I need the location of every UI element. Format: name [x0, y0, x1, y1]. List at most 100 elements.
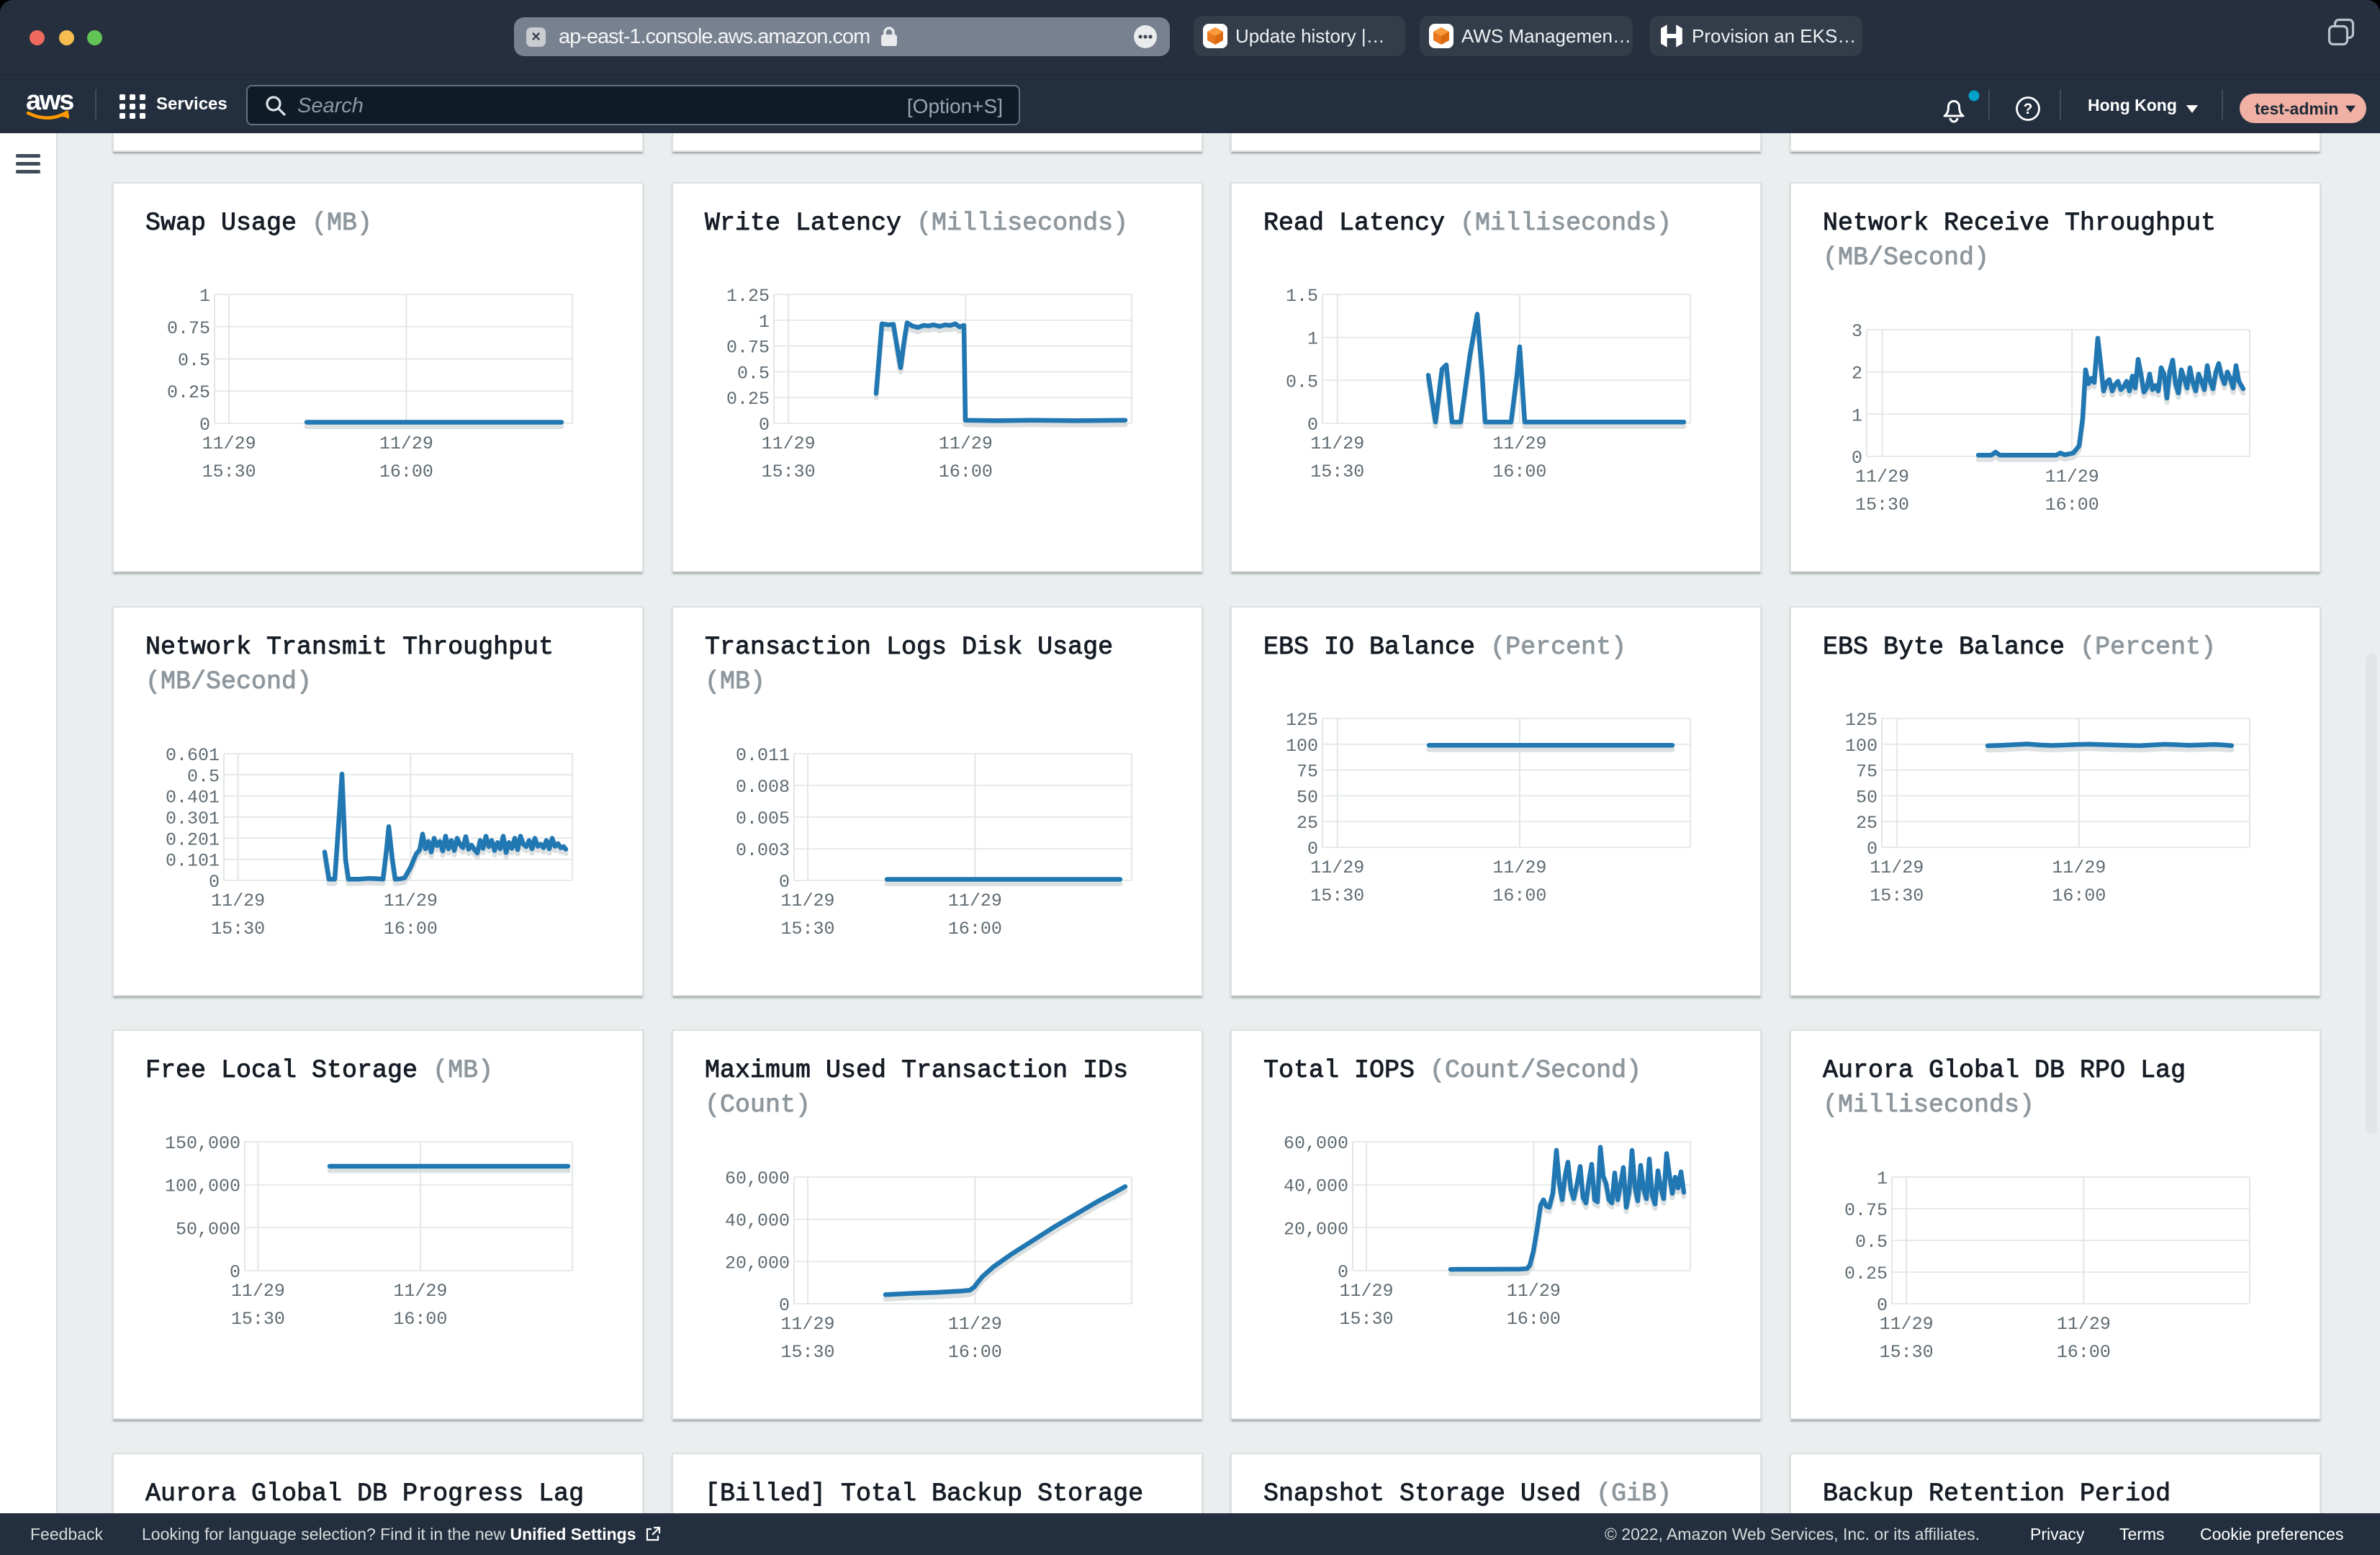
svg-text:0.75: 0.75: [1844, 1200, 1888, 1221]
svg-text:11/29: 11/29: [1492, 857, 1546, 878]
svg-text:0.5: 0.5: [1855, 1232, 1888, 1253]
svg-text:60,000: 60,000: [725, 1168, 790, 1189]
svg-text:0: 0: [1867, 839, 1878, 860]
svg-text:Write Latency (Milliseconds): Write Latency (Milliseconds): [705, 209, 1128, 238]
svg-text:0.011: 0.011: [736, 745, 790, 766]
svg-text:15:30: 15:30: [1310, 885, 1364, 906]
svg-text:1: 1: [199, 286, 210, 307]
svg-text:Aurora Global DB RPO Lag: Aurora Global DB RPO Lag: [1823, 1056, 2186, 1085]
svg-text:2: 2: [1852, 364, 1862, 384]
svg-text:100: 100: [1845, 736, 1878, 757]
svg-text:(Count): (Count): [705, 1091, 811, 1119]
svg-text:0.601: 0.601: [166, 745, 220, 766]
svg-text:1.25: 1.25: [726, 286, 770, 307]
svg-text:11/29: 11/29: [393, 1281, 447, 1302]
svg-text:(MB/Second): (MB/Second): [1823, 243, 1989, 272]
svg-text:16:00: 16:00: [393, 1309, 447, 1330]
svg-text:Read Latency (Milliseconds): Read Latency (Milliseconds): [1263, 209, 1672, 238]
svg-text:(Milliseconds): (Milliseconds): [1823, 1091, 2034, 1119]
svg-text:11/29: 11/29: [780, 1314, 834, 1335]
svg-text:0.75: 0.75: [726, 338, 770, 359]
svg-text:0: 0: [1307, 839, 1318, 860]
svg-text:15:30: 15:30: [1339, 1309, 1393, 1330]
svg-text:0: 0: [1852, 448, 1862, 469]
svg-text:11/29: 11/29: [384, 891, 438, 911]
svg-text:50,000: 50,000: [176, 1219, 240, 1240]
svg-text:11/29: 11/29: [780, 891, 834, 911]
svg-text:11/29: 11/29: [1310, 433, 1364, 454]
svg-text:0.005: 0.005: [736, 808, 790, 829]
svg-text:0.101: 0.101: [166, 851, 220, 872]
svg-text:15:30: 15:30: [1880, 1342, 1934, 1363]
svg-text:1: 1: [1852, 405, 1862, 426]
svg-text:11/29: 11/29: [2057, 1314, 2111, 1335]
svg-text:11/29: 11/29: [211, 891, 265, 911]
svg-text:(MB): (MB): [705, 667, 765, 696]
svg-text:16:00: 16:00: [948, 1342, 1002, 1363]
svg-text:0: 0: [209, 872, 220, 893]
svg-text:0.5: 0.5: [187, 766, 220, 787]
svg-text:EBS IO Balance (Percent): EBS IO Balance (Percent): [1263, 633, 1626, 662]
svg-text:0.401: 0.401: [166, 788, 220, 808]
svg-text:Backup Retention Period: Backup Retention Period: [1823, 1479, 2171, 1508]
svg-text:0.5: 0.5: [737, 363, 770, 384]
svg-text:1: 1: [759, 312, 770, 333]
svg-text:1.5: 1.5: [1286, 286, 1318, 307]
svg-text:0.008: 0.008: [736, 777, 790, 798]
svg-text:100: 100: [1286, 736, 1318, 757]
svg-text:16:00: 16:00: [939, 461, 993, 482]
svg-text:0.201: 0.201: [166, 829, 220, 850]
svg-text:11/29: 11/29: [1870, 857, 1924, 878]
svg-text:125: 125: [1845, 710, 1878, 731]
svg-text:0.301: 0.301: [166, 808, 220, 829]
svg-text:0.75: 0.75: [167, 318, 210, 339]
svg-text:0: 0: [1338, 1262, 1348, 1283]
svg-text:60,000: 60,000: [1284, 1133, 1348, 1154]
svg-text:16:00: 16:00: [948, 919, 1002, 939]
svg-text:15:30: 15:30: [780, 1342, 834, 1363]
svg-text:25: 25: [1856, 813, 1878, 834]
svg-text:?: ?: [2024, 101, 2033, 117]
svg-text:16:00: 16:00: [2057, 1342, 2111, 1363]
svg-text:11/29: 11/29: [1310, 857, 1364, 878]
svg-text:15:30: 15:30: [780, 919, 834, 939]
svg-text:11/29: 11/29: [202, 433, 256, 454]
svg-text:Aurora Global DB Progress Lag: Aurora Global DB Progress Lag: [145, 1479, 584, 1508]
svg-text:50: 50: [1297, 787, 1318, 808]
svg-text:15:30: 15:30: [762, 461, 816, 482]
svg-text:Snapshot Storage Used (GiB): Snapshot Storage Used (GiB): [1263, 1479, 1672, 1508]
svg-text:16:00: 16:00: [2052, 885, 2106, 906]
svg-text:75: 75: [1856, 762, 1878, 783]
svg-text:40,000: 40,000: [725, 1211, 790, 1232]
svg-text:16:00: 16:00: [379, 461, 433, 482]
svg-text:16:00: 16:00: [1492, 461, 1546, 482]
svg-text:Network Transmit Throughput: Network Transmit Throughput: [145, 633, 554, 662]
svg-text:0.003: 0.003: [736, 840, 790, 861]
svg-text:50: 50: [1856, 787, 1878, 808]
svg-text:3: 3: [1852, 321, 1862, 342]
svg-text:150,000: 150,000: [165, 1133, 240, 1154]
svg-text:EBS Byte Balance (Percent): EBS Byte Balance (Percent): [1823, 633, 2216, 662]
svg-text:Transaction Logs Disk Usage: Transaction Logs Disk Usage: [705, 633, 1113, 662]
svg-text:Free Local Storage (MB): Free Local Storage (MB): [145, 1056, 493, 1085]
svg-text:16:00: 16:00: [1492, 885, 1546, 906]
svg-text:15:30: 15:30: [1870, 885, 1924, 906]
svg-text:1: 1: [1877, 1168, 1888, 1189]
svg-text:0.5: 0.5: [1286, 371, 1318, 392]
svg-text:11/29: 11/29: [1492, 433, 1546, 454]
svg-text:0: 0: [779, 1295, 790, 1316]
svg-text:0: 0: [1877, 1295, 1888, 1316]
svg-text:11/29: 11/29: [379, 433, 433, 454]
svg-text:0: 0: [230, 1262, 240, 1283]
svg-text:0: 0: [1307, 415, 1318, 436]
svg-text:20,000: 20,000: [725, 1253, 790, 1274]
svg-text:15:30: 15:30: [211, 919, 265, 939]
svg-text:15:30: 15:30: [1855, 495, 1909, 515]
svg-text:11/29: 11/29: [762, 433, 816, 454]
svg-text:15:30: 15:30: [231, 1309, 285, 1330]
svg-text:11/29: 11/29: [2045, 466, 2099, 487]
svg-text:Total IOPS (Count/Second): Total IOPS (Count/Second): [1263, 1056, 1641, 1085]
svg-text:25: 25: [1297, 813, 1318, 834]
svg-text:Swap Usage (MB): Swap Usage (MB): [145, 209, 372, 238]
svg-text:16:00: 16:00: [384, 919, 438, 939]
